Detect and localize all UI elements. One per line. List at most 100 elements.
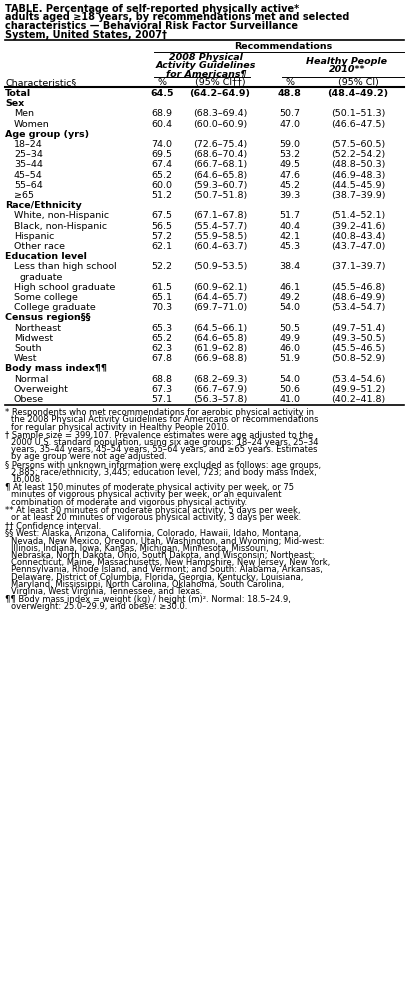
- Text: 40.4: 40.4: [279, 222, 301, 231]
- Text: or at least 20 minutes of vigorous physical activity, 3 days per week.: or at least 20 minutes of vigorous physi…: [11, 513, 301, 522]
- Text: (38.7–39.9): (38.7–39.9): [331, 191, 385, 200]
- Text: by age group were not age adjusted.: by age group were not age adjusted.: [11, 453, 167, 462]
- Text: 16,008.: 16,008.: [11, 475, 43, 484]
- Text: 68.9: 68.9: [151, 110, 173, 118]
- Text: 60.4: 60.4: [151, 120, 173, 129]
- Text: (48.8–50.3): (48.8–50.3): [331, 160, 385, 169]
- Text: (48.6–49.9): (48.6–49.9): [331, 293, 385, 302]
- Text: †† Confidence interval.: †† Confidence interval.: [5, 521, 101, 530]
- Text: graduate: graduate: [20, 272, 63, 281]
- Text: 18–24: 18–24: [14, 140, 43, 149]
- Text: 55–64: 55–64: [14, 180, 43, 190]
- Text: 65.2: 65.2: [151, 334, 173, 343]
- Text: 57.1: 57.1: [151, 395, 173, 404]
- Text: (49.9–51.2): (49.9–51.2): [331, 385, 385, 394]
- Text: (43.7–47.0): (43.7–47.0): [331, 242, 385, 251]
- Text: 69.5: 69.5: [151, 150, 173, 159]
- Text: (61.9–62.8): (61.9–62.8): [193, 344, 247, 353]
- Text: Activity Guidelines: Activity Guidelines: [156, 61, 256, 70]
- Text: 54.0: 54.0: [279, 303, 301, 312]
- Text: Race/Ethnicity: Race/Ethnicity: [5, 202, 82, 211]
- Text: Other race: Other race: [14, 242, 65, 251]
- Text: Body mass index¶¶: Body mass index¶¶: [5, 365, 107, 373]
- Text: (39.2–41.6): (39.2–41.6): [331, 222, 385, 231]
- Text: (95% CI††): (95% CI††): [195, 78, 245, 87]
- Text: † Sample size = 399,107. Prevalence estimates were age adjusted to the: † Sample size = 399,107. Prevalence esti…: [5, 430, 313, 439]
- Text: 52.2: 52.2: [151, 262, 173, 271]
- Text: 50.7: 50.7: [279, 110, 301, 118]
- Text: 45–54: 45–54: [14, 170, 43, 179]
- Text: 62.1: 62.1: [151, 242, 173, 251]
- Text: 59.0: 59.0: [279, 140, 301, 149]
- Text: College graduate: College graduate: [14, 303, 96, 312]
- Text: Sex: Sex: [5, 99, 24, 108]
- Text: (64.5–66.1): (64.5–66.1): [193, 324, 247, 333]
- Text: Total: Total: [5, 89, 31, 98]
- Text: adults aged ≥18 years, by recommendations met and selected: adults aged ≥18 years, by recommendation…: [5, 12, 349, 22]
- Text: § Persons with unknown information were excluded as follows: age groups,: § Persons with unknown information were …: [5, 461, 321, 470]
- Text: (53.4–54.6): (53.4–54.6): [331, 375, 385, 384]
- Text: (50.9–53.5): (50.9–53.5): [193, 262, 247, 271]
- Text: 67.8: 67.8: [151, 354, 173, 363]
- Text: (68.6–70.4): (68.6–70.4): [193, 150, 247, 159]
- Text: minutes of vigorous physical activity per week, or an equivalent: minutes of vigorous physical activity pe…: [11, 491, 281, 499]
- Text: (67.1–67.8): (67.1–67.8): [193, 212, 247, 221]
- Text: Characteristic§: Characteristic§: [5, 78, 76, 87]
- Text: 2010**: 2010**: [329, 65, 365, 74]
- Text: Obese: Obese: [14, 395, 44, 404]
- Text: Nevada, New Mexico, Oregon, Utah, Washington, and Wyoming; Mid-west:: Nevada, New Mexico, Oregon, Utah, Washin…: [11, 536, 324, 545]
- Text: Overweight: Overweight: [14, 385, 69, 394]
- Text: 67.4: 67.4: [151, 160, 173, 169]
- Text: 61.5: 61.5: [151, 283, 173, 291]
- Text: 45.2: 45.2: [279, 180, 301, 190]
- Text: 50.6: 50.6: [279, 385, 301, 394]
- Text: TABLE. Percentage of self-reported physically active*: TABLE. Percentage of self-reported physi…: [5, 4, 299, 14]
- Text: Illinois, Indiana, Iowa, Kansas, Michigan, Minnesota, Missouri,: Illinois, Indiana, Iowa, Kansas, Michiga…: [11, 543, 269, 552]
- Text: 38.4: 38.4: [279, 262, 301, 271]
- Text: 67.3: 67.3: [151, 385, 173, 394]
- Text: Delaware, District of Columbia, Florida, Georgia, Kentucky, Louisiana,: Delaware, District of Columbia, Florida,…: [11, 573, 303, 582]
- Text: 60.0: 60.0: [151, 180, 173, 190]
- Text: West: West: [14, 354, 38, 363]
- Text: (64.6–65.8): (64.6–65.8): [193, 334, 247, 343]
- Text: Virginia, West Virginia, Tennessee, and Texas.: Virginia, West Virginia, Tennessee, and …: [11, 587, 202, 596]
- Text: Hispanic: Hispanic: [14, 232, 54, 241]
- Text: Recommendations: Recommendations: [234, 42, 332, 51]
- Text: 48.8: 48.8: [278, 89, 302, 98]
- Text: (37.1–39.7): (37.1–39.7): [331, 262, 385, 271]
- Text: ** At least 30 minutes of moderate physical activity, 5 days per week,: ** At least 30 minutes of moderate physi…: [5, 506, 301, 515]
- Text: 65.3: 65.3: [151, 324, 173, 333]
- Text: years, 35–44 years, 45–54 years, 55–64 years, and ≥65 years. Estimates: years, 35–44 years, 45–54 years, 55–64 y…: [11, 446, 317, 455]
- Text: 74.0: 74.0: [151, 140, 173, 149]
- Text: (53.4–54.7): (53.4–54.7): [331, 303, 385, 312]
- Text: (48.4–49.2): (48.4–49.2): [328, 89, 389, 98]
- Text: (44.5–45.9): (44.5–45.9): [331, 180, 385, 190]
- Text: (50.8–52.9): (50.8–52.9): [331, 354, 385, 363]
- Text: 65.2: 65.2: [151, 170, 173, 179]
- Text: Less than high school: Less than high school: [14, 262, 117, 271]
- Text: Education level: Education level: [5, 252, 87, 261]
- Text: (66.7–67.9): (66.7–67.9): [193, 385, 247, 394]
- Text: (66.7–68.1): (66.7–68.1): [193, 160, 247, 169]
- Text: ¶¶ Body mass index = weight (kg) / height (m)². Normal: 18.5–24.9,: ¶¶ Body mass index = weight (kg) / heigh…: [5, 595, 291, 604]
- Text: overweight: 25.0–29.9, and obese: ≥30.0.: overweight: 25.0–29.9, and obese: ≥30.0.: [11, 603, 187, 612]
- Text: Men: Men: [14, 110, 34, 118]
- Text: 39.3: 39.3: [279, 191, 301, 200]
- Text: %: %: [285, 78, 294, 87]
- Text: for regular physical activity in Healthy People 2010.: for regular physical activity in Healthy…: [11, 422, 229, 431]
- Text: 2000 U.S. standard population, using six age groups: 18–24 years, 25–34: 2000 U.S. standard population, using six…: [11, 438, 319, 447]
- Text: 54.0: 54.0: [279, 375, 301, 384]
- Text: 53.2: 53.2: [279, 150, 301, 159]
- Text: (46.6–47.5): (46.6–47.5): [331, 120, 385, 129]
- Text: High school graduate: High school graduate: [14, 283, 115, 291]
- Text: the 2008 Physical Activity Guidelines for Americans or recommendations: the 2008 Physical Activity Guidelines fo…: [11, 415, 319, 424]
- Text: (50.7–51.8): (50.7–51.8): [193, 191, 247, 200]
- Text: Age group (yrs): Age group (yrs): [5, 130, 89, 139]
- Text: (68.3–69.4): (68.3–69.4): [193, 110, 247, 118]
- Text: (64.6–65.8): (64.6–65.8): [193, 170, 247, 179]
- Text: (69.7–71.0): (69.7–71.0): [193, 303, 247, 312]
- Text: 46.0: 46.0: [279, 344, 301, 353]
- Text: Midwest: Midwest: [14, 334, 53, 343]
- Text: (68.2–69.3): (68.2–69.3): [193, 375, 247, 384]
- Text: 49.5: 49.5: [279, 160, 301, 169]
